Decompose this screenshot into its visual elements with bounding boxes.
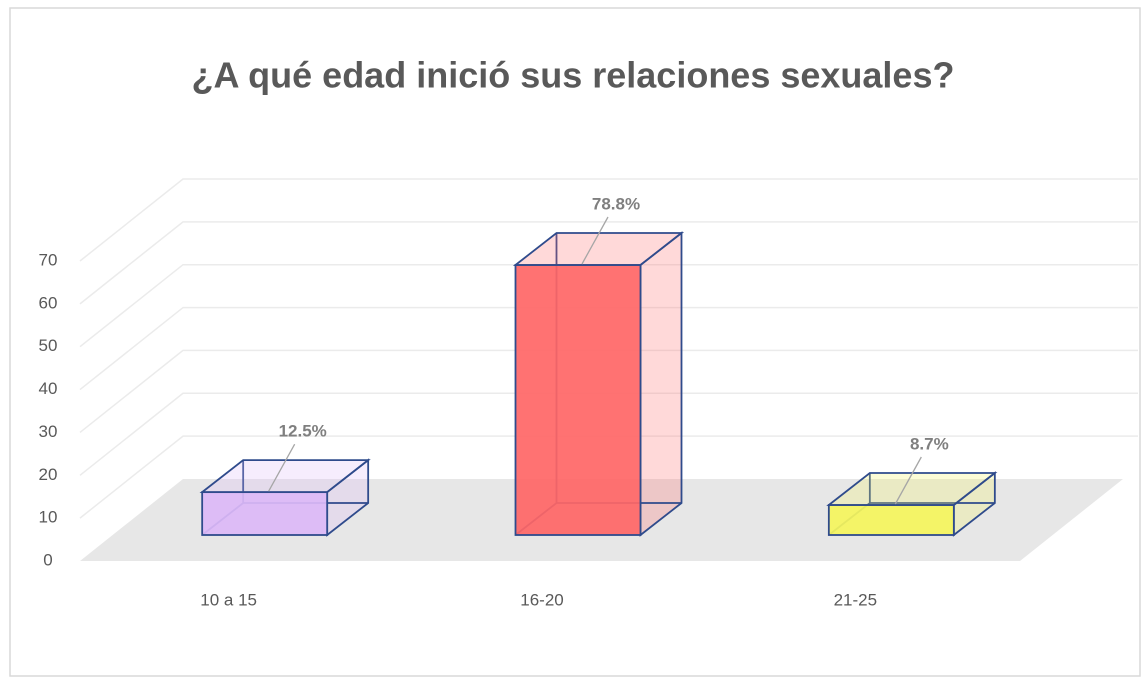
y-tick-label: 40 — [39, 379, 58, 398]
y-tick-label: 30 — [39, 422, 58, 441]
y-tick-label: 60 — [39, 293, 58, 312]
grid-line — [79, 221, 1138, 305]
bar-top — [199, 459, 371, 494]
bar-top — [826, 472, 998, 506]
x-tick-label: 16-20 — [520, 590, 563, 609]
y-tick-label: 10 — [39, 508, 58, 527]
bar-side — [639, 231, 683, 537]
data-label: 8.7% — [910, 434, 949, 453]
grid-line — [79, 435, 1138, 519]
bar-front — [514, 264, 642, 536]
grid-line — [79, 178, 1138, 262]
leader-line — [268, 443, 296, 492]
data-label: 12.5% — [279, 422, 327, 441]
x-tick-label: 21-25 — [834, 590, 877, 609]
bar-front — [827, 504, 955, 536]
y-tick-label: 70 — [39, 250, 58, 269]
grid-line — [79, 349, 1138, 434]
bar-top — [512, 232, 685, 266]
grid-line — [79, 392, 1138, 476]
grid-line — [79, 263, 1138, 348]
chart-title: ¿A qué edad inició sus relaciones sexual… — [192, 55, 955, 96]
leader-line — [581, 216, 609, 265]
leader-line — [894, 456, 922, 505]
y-tick-label: 0 — [43, 550, 52, 569]
data-label: 78.8% — [592, 194, 640, 213]
y-tick-label: 50 — [39, 336, 58, 355]
x-tick-label: 10 a 15 — [200, 590, 257, 609]
y-tick-label: 20 — [39, 465, 58, 484]
grid-line — [79, 306, 1138, 391]
bar-front — [201, 491, 329, 536]
